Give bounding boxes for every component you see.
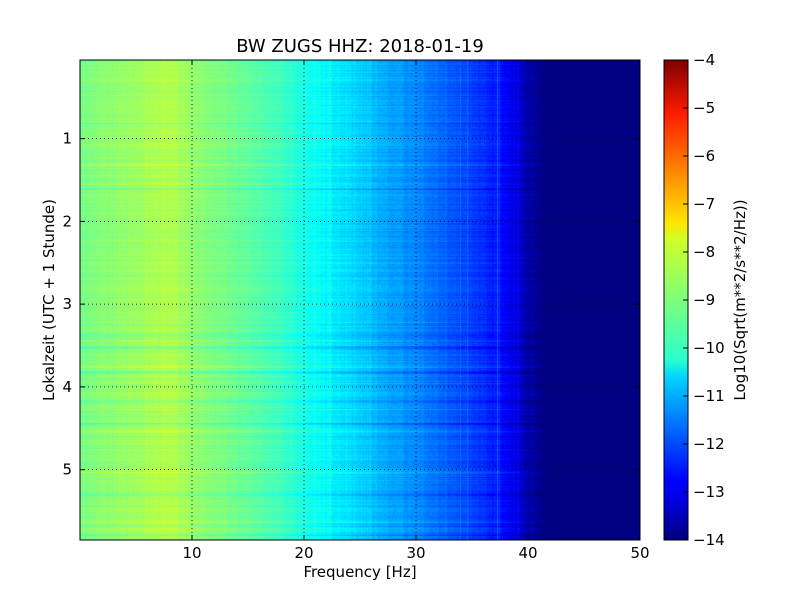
colorbar-tick-label: −9 xyxy=(693,291,715,309)
heatmap-area xyxy=(80,60,640,540)
x-tick-label: 10 xyxy=(182,544,201,562)
colorbar-tick-label: −7 xyxy=(693,195,715,213)
y-axis-ticks: 1 2 3 4 5 xyxy=(62,130,640,479)
chart-title: BW ZUGS HHZ: 2018-01-19 xyxy=(236,36,484,57)
grid-lines xyxy=(80,60,640,540)
x-axis-ticks: 10 20 30 40 50 xyxy=(182,60,650,562)
colorbar-tick-label: −10 xyxy=(693,339,725,357)
x-tick-label: 40 xyxy=(518,544,537,562)
colorbar-tick-label: −4 xyxy=(693,51,715,69)
colorbar-label: Log10(Sqrt(m**2/s**2/Hz)) xyxy=(731,199,749,400)
colorbar-tick-label: −12 xyxy=(693,435,725,453)
x-axis-label: Frequency [Hz] xyxy=(303,563,416,581)
y-tick-label: 2 xyxy=(62,212,72,230)
colorbar-tick-label: −8 xyxy=(693,243,715,261)
colorbar-tick-label: −11 xyxy=(693,387,725,405)
colorbar-ticks: −4 −5 −6 −7 −8 −9 −10 −11 −12 −13 −14 xyxy=(683,51,725,549)
heatmap-canvas xyxy=(80,60,640,540)
y-tick-label: 1 xyxy=(62,130,72,148)
y-tick-label: 3 xyxy=(62,295,72,313)
x-tick-label: 30 xyxy=(406,544,425,562)
plot-frame xyxy=(79,59,641,541)
colorbar-tick-label: −14 xyxy=(693,531,725,549)
colorbar-tick-label: −6 xyxy=(693,147,715,165)
colorbar-tick-label: −5 xyxy=(693,99,715,117)
x-tick-label: 50 xyxy=(630,544,649,562)
y-tick-label: 5 xyxy=(62,461,72,479)
colorbar-tick-label: −13 xyxy=(693,483,725,501)
y-tick-label: 4 xyxy=(62,378,72,396)
y-axis-label: Lokalzeit (UTC + 1 Stunde) xyxy=(40,199,58,401)
x-tick-label: 20 xyxy=(294,544,313,562)
